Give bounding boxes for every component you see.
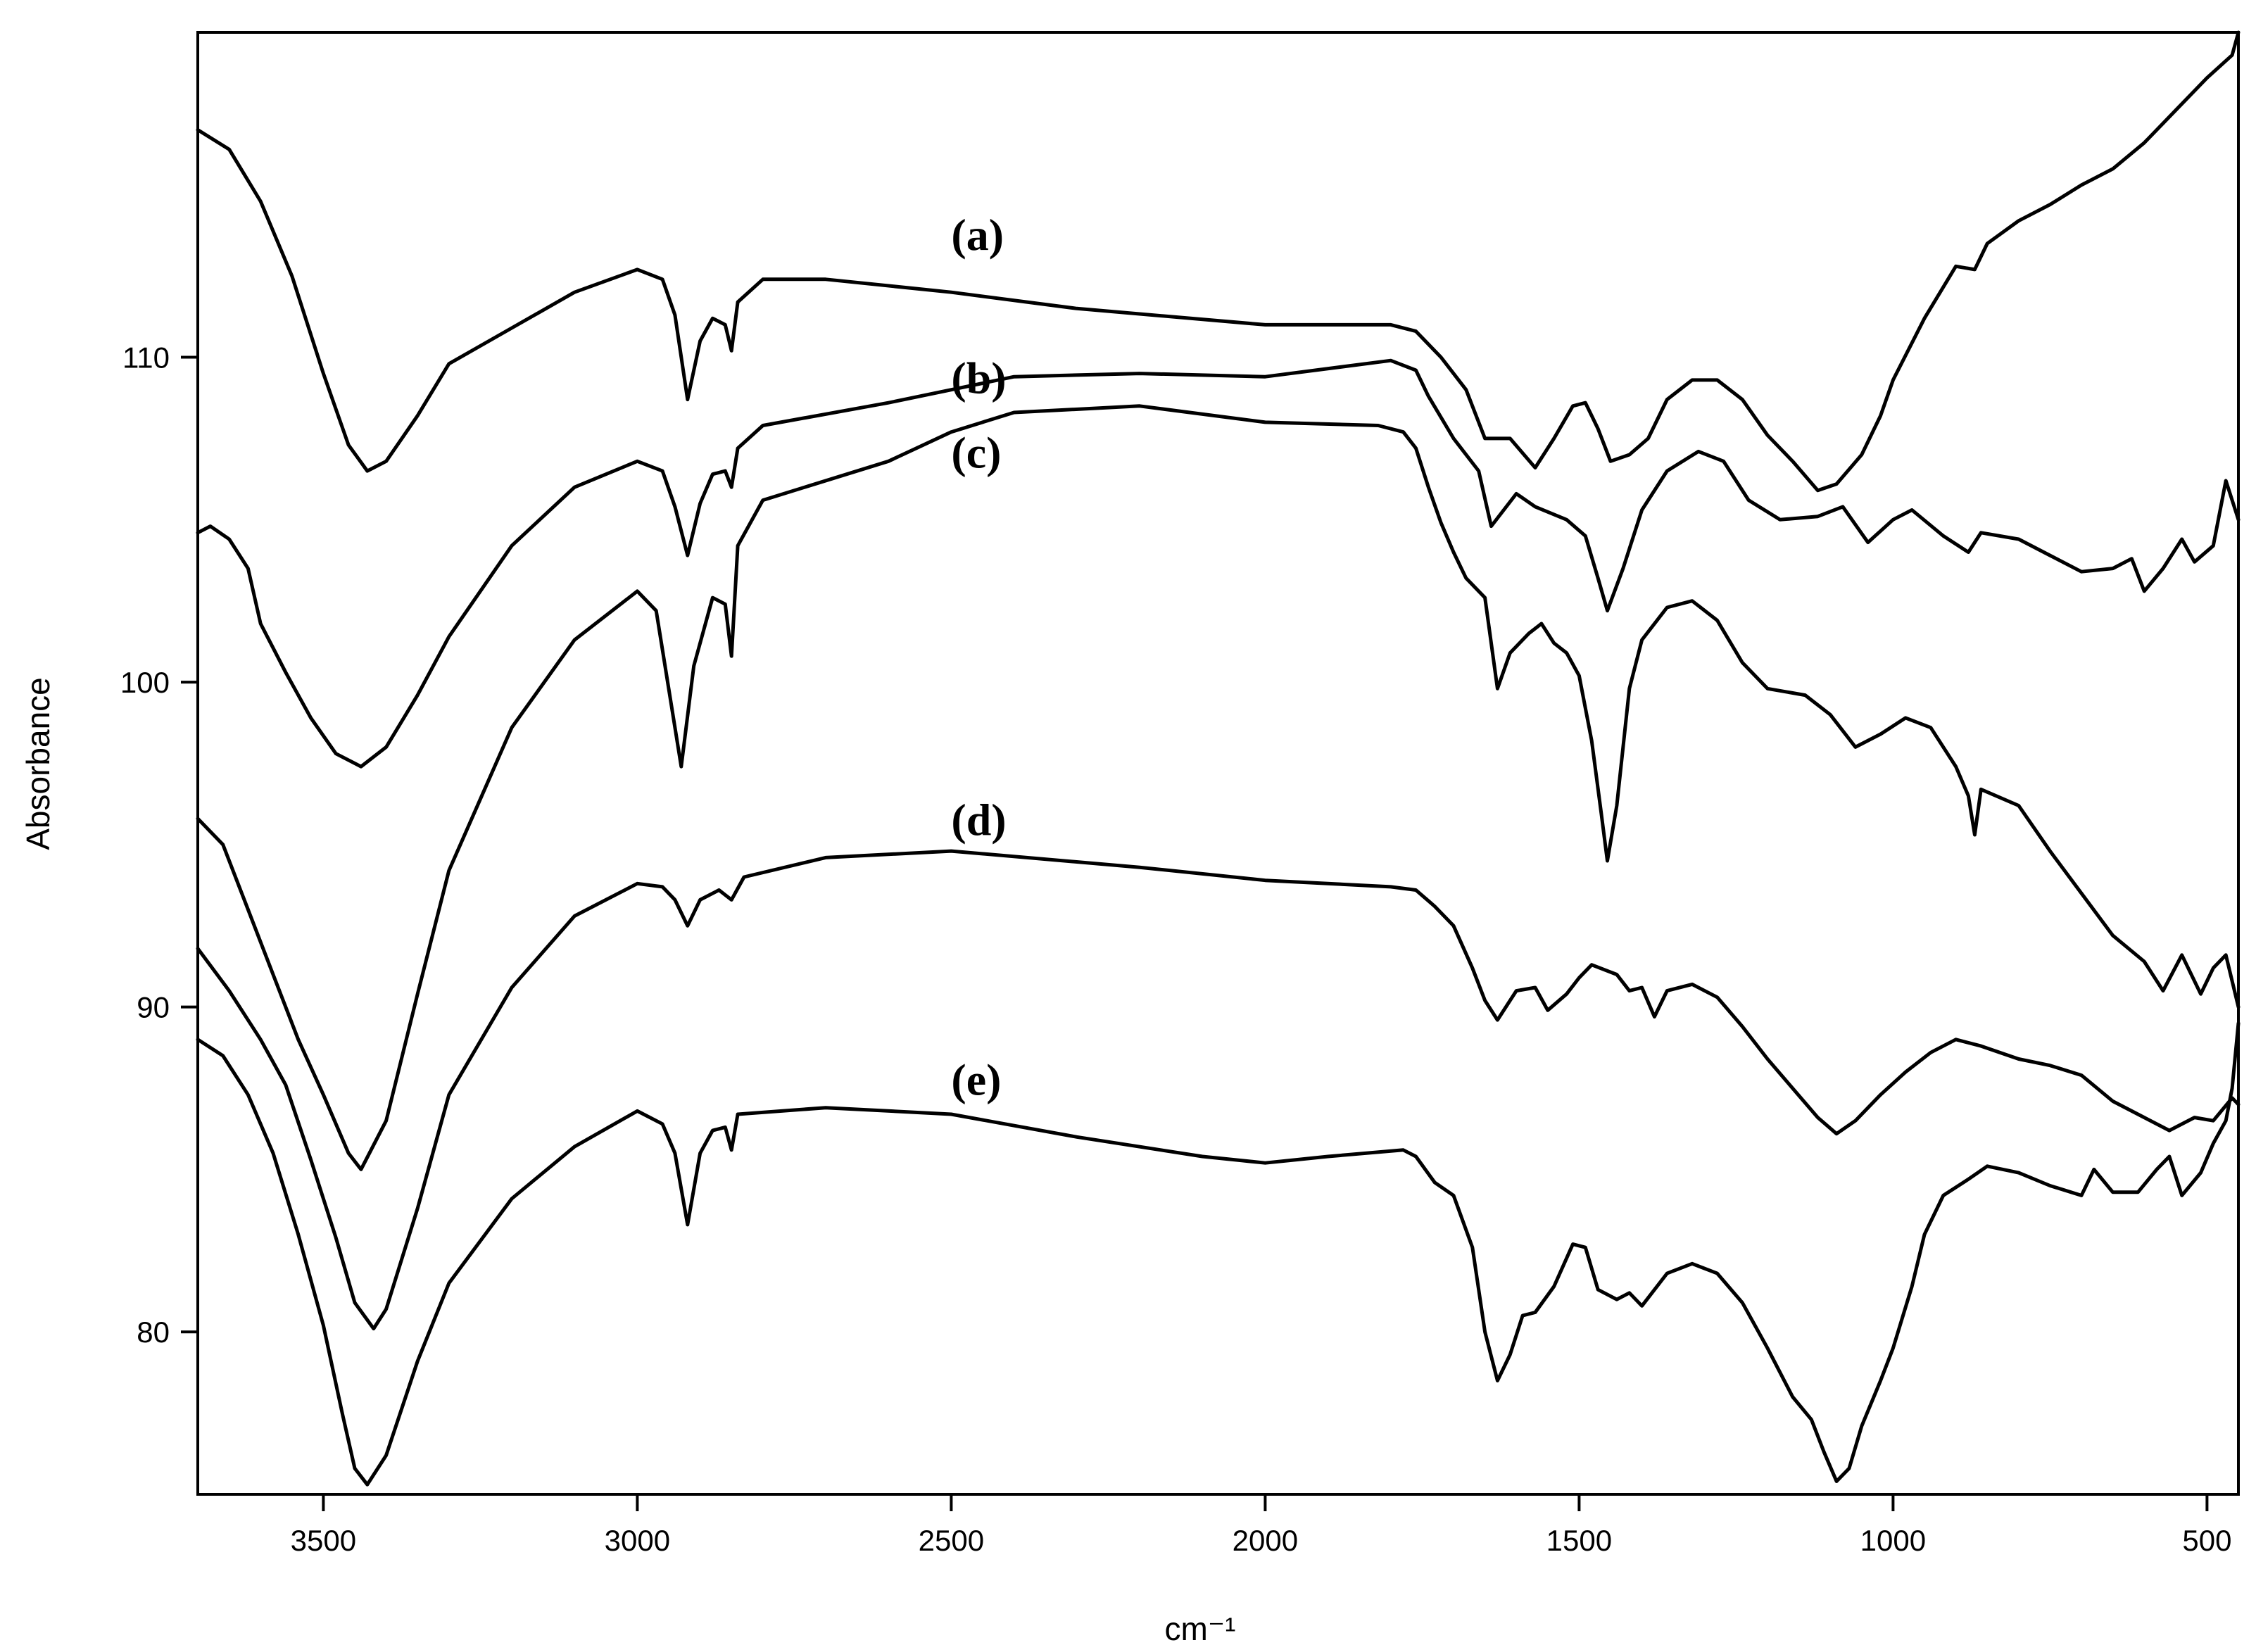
series-labels: (a) (b) (c) (d) (e): [951, 210, 1006, 1104]
plot-frame: [196, 31, 2240, 1496]
series-line-e: [196, 1021, 2241, 1487]
x-tick-label: 3500: [291, 1524, 356, 1557]
x-tick-label: 3000: [605, 1524, 670, 1557]
x-tick-label: 500: [2182, 1524, 2231, 1557]
series-group: [196, 30, 2241, 1487]
series-line-b: [196, 358, 2241, 769]
y-tick-label: 90: [137, 991, 170, 1024]
y-tick-label: 100: [120, 666, 170, 699]
series-line-a: [196, 30, 2241, 493]
series-label-a: (a): [951, 210, 1004, 260]
series-label-b: (b): [951, 353, 1006, 403]
series-line-c: [196, 404, 2241, 1171]
series-label-d: (d): [951, 795, 1006, 845]
y-tick-label: 110: [122, 341, 170, 374]
axis-ticks: 3500 3000 2500 2000 1500 1000 500 80 90 100 110: [120, 341, 2232, 1557]
x-tick-label: 2000: [1233, 1524, 1298, 1557]
x-tick-label: 1000: [1860, 1524, 1926, 1557]
series-line-d: [196, 849, 2241, 1331]
x-tick-label: 2500: [919, 1524, 984, 1557]
series-label-e: (e): [951, 1054, 1001, 1104]
y-tick-label: 80: [137, 1316, 170, 1349]
y-axis-title: Absorbance: [20, 677, 56, 850]
x-axis-title: cm⁻¹: [1165, 1610, 1236, 1647]
x-tick-label: 1500: [1546, 1524, 1612, 1557]
series-label-c: (c): [951, 427, 1001, 477]
